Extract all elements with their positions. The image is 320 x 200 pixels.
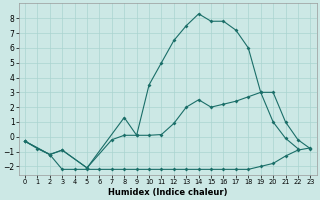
X-axis label: Humidex (Indice chaleur): Humidex (Indice chaleur)	[108, 188, 228, 197]
